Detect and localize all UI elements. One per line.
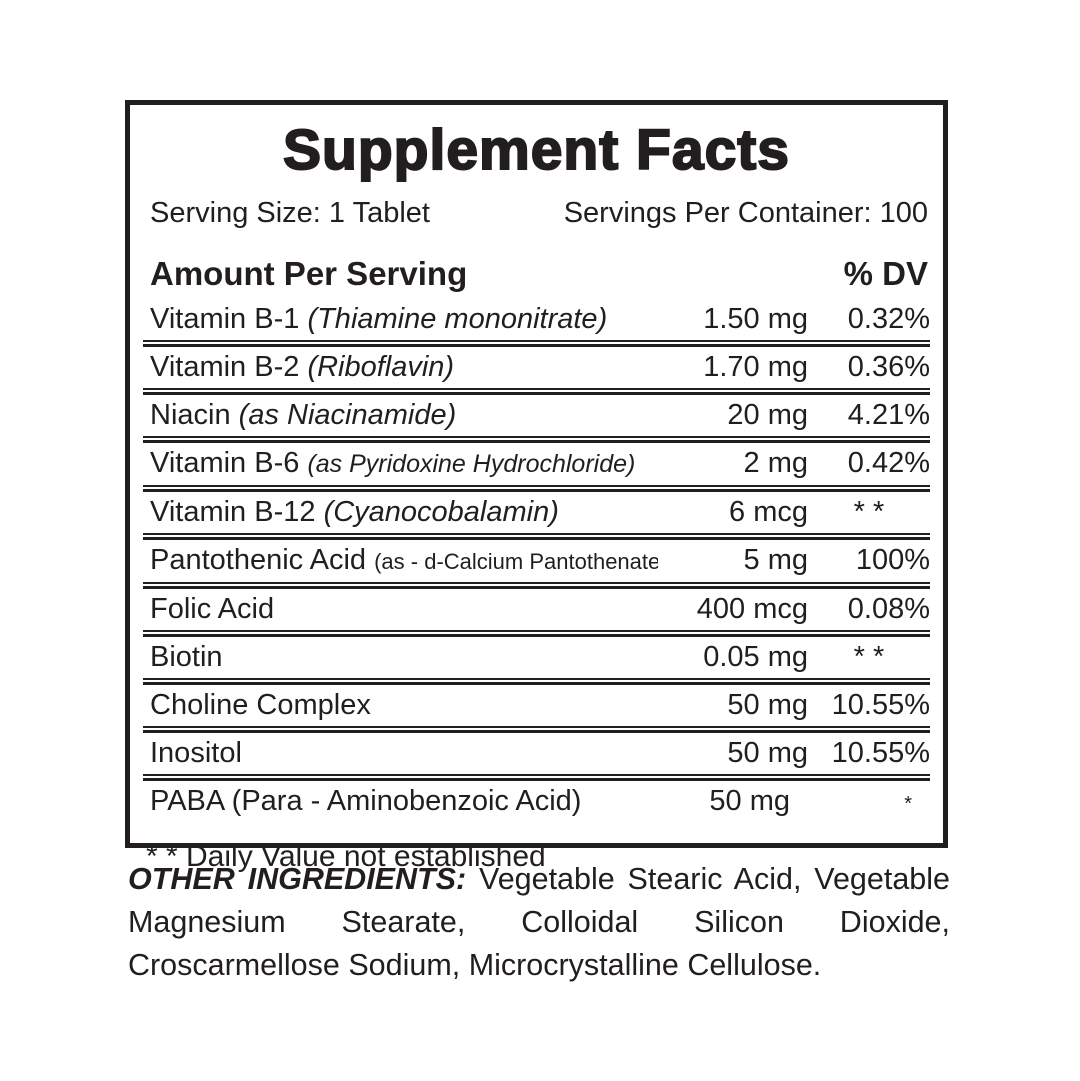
- row-divider: [143, 582, 930, 589]
- nutrient-dv: *: [904, 793, 912, 815]
- servings-per-container-text: Servings Per Container: 100: [563, 197, 928, 229]
- nutrient-name: Vitamin B-6: [150, 447, 300, 479]
- serving-size-text: Serving Size: 1 Tablet: [150, 197, 430, 229]
- nutrient-dv: 0.42%: [847, 447, 930, 479]
- nutrient-name: Vitamin B-2: [150, 351, 300, 383]
- nutrient-note: (Cyanocobalamin): [323, 496, 559, 528]
- other-ingredients-paragraph: OTHER INGREDIENTS: Vegetable Stearic Aci…: [128, 858, 950, 987]
- nutrient-dv: 0.32%: [847, 303, 930, 335]
- serving-info-row: Serving Size: 1 Tablet Servings Per Cont…: [150, 196, 928, 230]
- row-divider: [143, 533, 930, 540]
- daily-value-footnote: * * Daily Value not established: [146, 840, 546, 873]
- row-divider: [143, 388, 930, 395]
- nutrient-note: (as Pyridoxine Hydrochloride): [307, 450, 636, 478]
- nutrient-dv: 10.55%: [831, 689, 930, 721]
- nutrient-name: Choline Complex: [150, 689, 371, 721]
- nutrient-amount: 50 mg: [709, 785, 790, 817]
- table-row: Folic Acid 400 mcg 0.08%: [143, 590, 930, 629]
- amount-per-serving-header: Amount Per Serving: [150, 255, 468, 292]
- table-header-row: Amount Per Serving % DV: [143, 252, 930, 296]
- nutrient-note: (Riboflavin): [307, 351, 455, 383]
- nutrient-amount: 2 mg: [743, 447, 808, 479]
- nutrient-dv: 10.55%: [831, 737, 930, 769]
- row-divider: [143, 485, 930, 492]
- table-row: Inositol 50 mg 10.55%: [143, 734, 930, 773]
- table-row: Vitamin B-1 (Thiamine mononitrate) 1.50 …: [143, 300, 930, 339]
- nutrient-amount: 1.50 mg: [703, 303, 808, 335]
- nutrient-amount: 1.70 mg: [703, 351, 808, 383]
- table-row: Vitamin B-12 (Cyanocobalamin) 6 mcg * *: [143, 493, 930, 532]
- nutrient-amount: 6 mcg: [729, 496, 808, 528]
- nutrient-dv: 100%: [855, 544, 930, 576]
- nutrient-note: (as Niacinamide): [238, 399, 457, 431]
- supplement-facts-title: Supplement Facts: [282, 117, 790, 183]
- nutrient-name: Pantothenic Acid: [150, 544, 367, 576]
- nutrient-name: Inositol: [150, 737, 242, 769]
- table-row: PABA (Para - Aminobenzoic Acid) 50 mg *: [143, 782, 930, 824]
- nutrient-name: Folic Acid: [150, 593, 275, 625]
- table-row: Niacin (as Niacinamide) 20 mg 4.21%: [143, 396, 930, 435]
- other-ingredients-text: Vegetable Stearic Acid, Vegetable Magnes…: [128, 862, 950, 982]
- nutrient-dv: 4.21%: [847, 399, 930, 431]
- table-row: Choline Complex 50 mg 10.55%: [143, 686, 930, 725]
- nutrient-note: (as - d-Calcium Pantothenate): [374, 549, 658, 574]
- row-divider: [143, 630, 930, 637]
- row-divider: [143, 436, 930, 443]
- row-divider: [143, 774, 930, 781]
- nutrient-amount: 400 mcg: [696, 593, 808, 625]
- supplement-facts-panel: Supplement Facts Serving Size: 1 Tablet …: [125, 100, 948, 873]
- table-row: Vitamin B-6 (as Pyridoxine Hydrochloride…: [143, 444, 930, 484]
- nutrient-dv: * *: [853, 496, 885, 528]
- nutrient-note: (Thiamine mononitrate): [307, 303, 608, 335]
- nutrient-dv: 0.36%: [847, 351, 930, 383]
- table-row: Pantothenic Acid (as - d-Calcium Pantoth…: [143, 541, 930, 581]
- row-divider: [143, 726, 930, 733]
- nutrient-amount: 50 mg: [727, 737, 808, 769]
- other-ingredients-heading: OTHER INGREDIENTS:: [128, 862, 467, 896]
- row-divider: [143, 678, 930, 685]
- nutrient-amount: 50 mg: [727, 689, 808, 721]
- nutrient-dv: 0.08%: [847, 593, 930, 625]
- nutrient-amount: 20 mg: [727, 399, 808, 431]
- nutrient-name: Vitamin B-1: [150, 303, 300, 335]
- nutrient-name: Biotin: [150, 641, 223, 673]
- nutrient-name: PABA (Para - Aminobenzoic Acid): [150, 785, 582, 817]
- nutrient-amount: 5 mg: [743, 544, 808, 576]
- nutrient-amount: 0.05 mg: [703, 641, 808, 673]
- row-divider: [143, 340, 930, 347]
- nutrient-name: Vitamin B-12: [150, 496, 316, 528]
- percent-dv-header: % DV: [843, 255, 928, 292]
- table-row: Biotin 0.05 mg * *: [143, 638, 930, 677]
- nutrient-name: Niacin: [150, 399, 231, 431]
- table-row: Vitamin B-2 (Riboflavin) 1.70 mg 0.36%: [143, 348, 930, 387]
- nutrient-dv: * *: [853, 641, 885, 673]
- nutrient-table: Vitamin B-1 (Thiamine mononitrate) 1.50 …: [143, 300, 930, 824]
